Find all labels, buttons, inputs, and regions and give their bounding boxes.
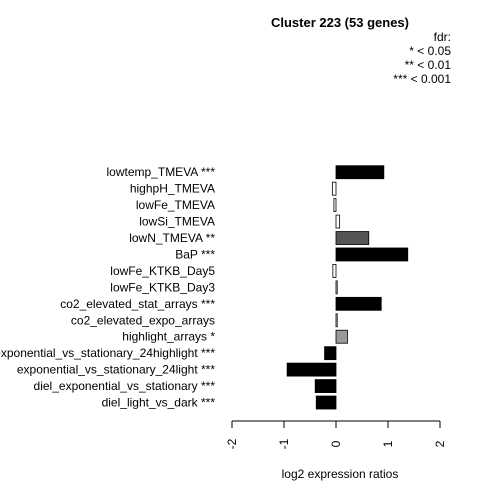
category-labels: lowtemp_TMEVA *** highpH_TMEVA lowFe_TMEVA… (0, 165, 215, 409)
legend-entry: *** < 0.001 (393, 72, 451, 86)
category-label: lowFe_TMEVA (136, 198, 215, 212)
x-axis-label: log2 expression ratios (282, 467, 399, 481)
bar (335, 231, 370, 245)
x-tick-label: -1 (277, 438, 291, 449)
bar (314, 379, 337, 393)
bar (335, 329, 348, 344)
category-label: exponential_vs_stationary_24light *** (17, 363, 215, 377)
x-tick-label: -2 (225, 438, 239, 449)
x-tick-label: 0 (329, 440, 343, 447)
bar (324, 346, 337, 361)
category-label: lowSi_TMEVA (139, 215, 215, 229)
x-tick-label: 1 (381, 440, 395, 447)
x-tick-label: 2 (433, 440, 447, 447)
bar (335, 247, 409, 262)
category-label: diel_light_vs_dark *** (102, 396, 216, 410)
chart-title: Cluster 223 (53 genes) (271, 15, 409, 30)
category-label: co2_elevated_stat_arrays *** (60, 297, 215, 311)
legend: fdr:* < 0.05** < 0.01*** < 0.001 (393, 30, 451, 86)
bar (315, 395, 337, 410)
category-label: co2_elevated_expo_arrays (71, 313, 215, 327)
bar (335, 296, 382, 311)
category-label: lowN_TMEVA ** (129, 231, 215, 245)
x-axis: -2 -1 0 1 2 (225, 420, 447, 449)
legend-entry: ** < 0.01 (405, 58, 452, 72)
category-label: lowFe_KTKB_Day5 (110, 264, 215, 278)
category-label: exponential_vs_stationary_24highlight **… (0, 346, 215, 360)
legend-title: fdr: (434, 30, 451, 44)
category-label: lowFe_KTKB_Day3 (110, 280, 215, 294)
bar (335, 313, 338, 328)
legend-entry: * < 0.05 (409, 44, 451, 58)
bar (333, 198, 337, 213)
category-label: highpH_TMEVA (130, 182, 215, 196)
category-label: lowtemp_TMEVA *** (107, 165, 216, 179)
bar (332, 264, 337, 278)
bar (335, 165, 385, 180)
bar (335, 214, 341, 229)
category-label: diel_exponential_vs_stationary *** (34, 379, 216, 393)
bars (286, 165, 409, 410)
category-label: BaP *** (175, 247, 215, 261)
bar (286, 362, 337, 377)
bar (335, 280, 338, 295)
bar (331, 181, 337, 196)
category-label: highlight_arrays * (122, 330, 215, 344)
